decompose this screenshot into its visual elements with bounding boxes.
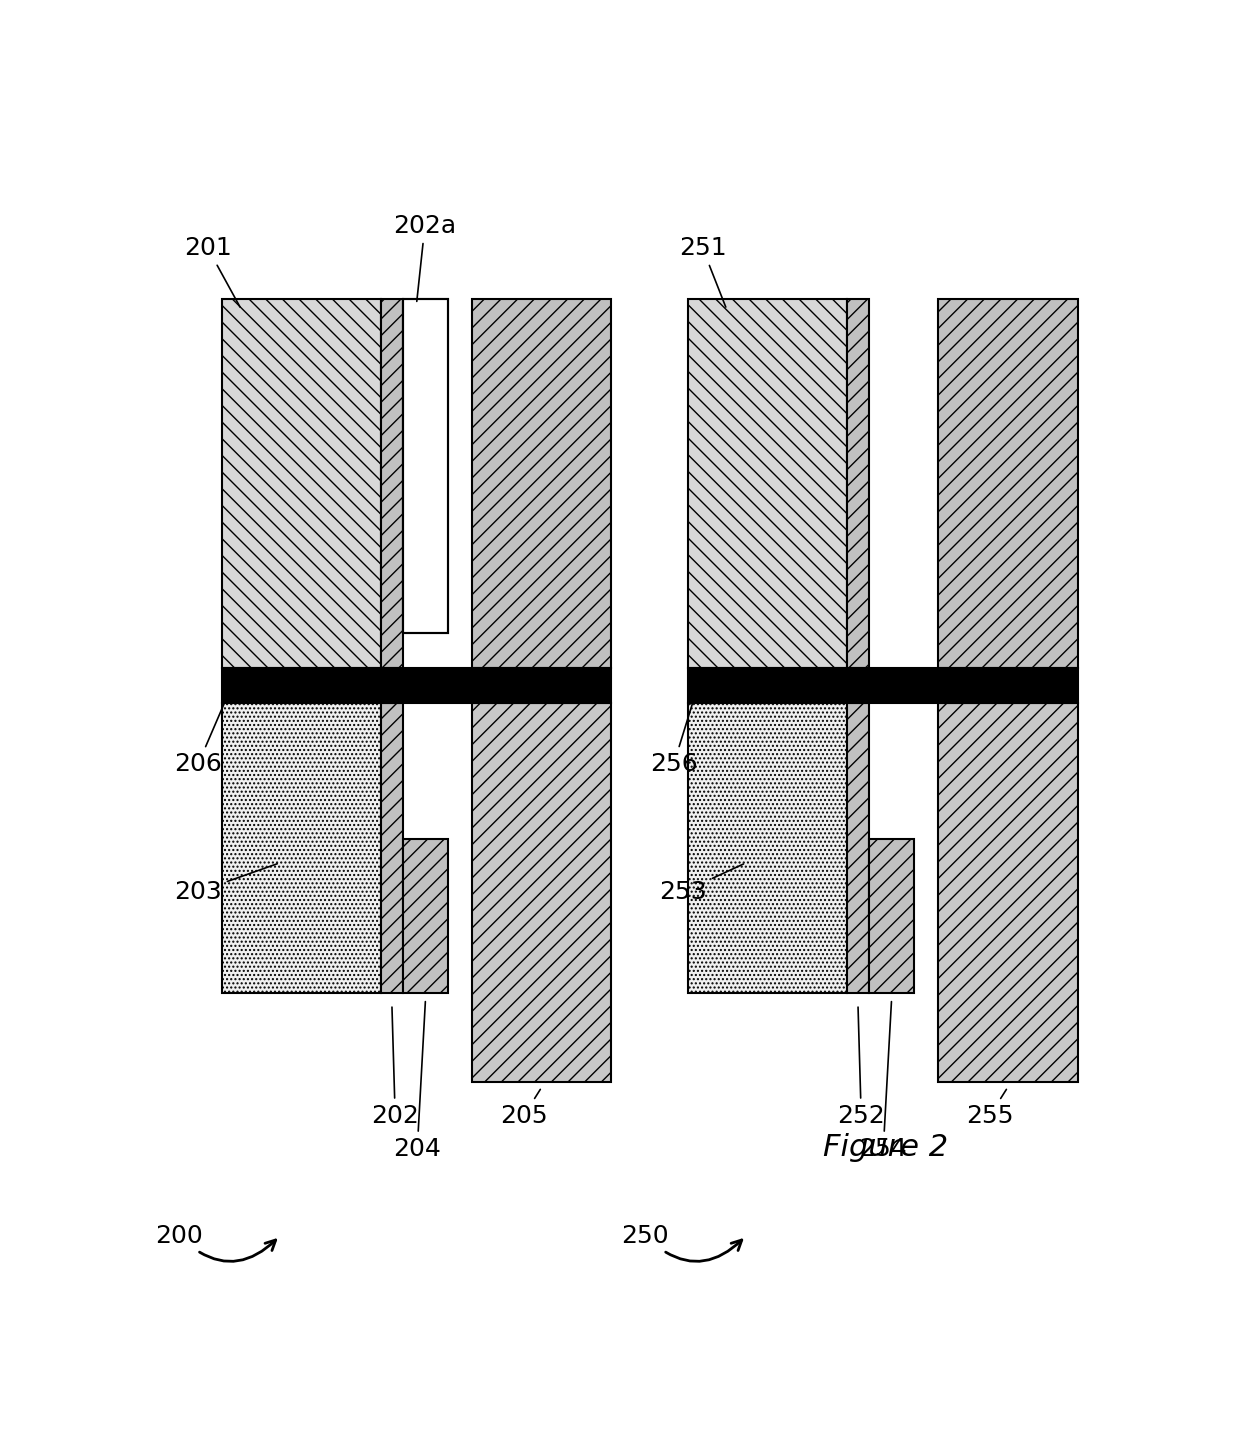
Text: 201: 201 xyxy=(184,236,241,308)
Text: 250: 250 xyxy=(621,1224,742,1262)
Bar xyxy=(472,299,611,667)
Text: 254: 254 xyxy=(859,1001,908,1161)
Bar xyxy=(688,703,847,994)
Bar xyxy=(688,299,847,667)
Text: 206: 206 xyxy=(174,689,231,776)
Bar xyxy=(403,299,448,633)
Bar xyxy=(939,299,1078,667)
Text: 200: 200 xyxy=(155,1224,275,1262)
Text: 253: 253 xyxy=(660,863,744,904)
Bar xyxy=(847,703,869,994)
Text: Figure 2: Figure 2 xyxy=(823,1133,947,1163)
Text: 251: 251 xyxy=(678,236,727,306)
Bar xyxy=(381,299,403,667)
Text: 203: 203 xyxy=(174,863,278,904)
Bar xyxy=(688,667,1078,703)
Text: 204: 204 xyxy=(393,1001,441,1161)
Bar xyxy=(222,667,611,703)
Bar xyxy=(472,703,611,1081)
Text: 255: 255 xyxy=(966,1090,1013,1127)
Text: 205: 205 xyxy=(500,1090,548,1127)
Bar xyxy=(403,839,448,994)
Bar xyxy=(847,299,869,667)
Bar xyxy=(222,703,381,994)
Bar xyxy=(222,299,381,667)
Text: 202: 202 xyxy=(371,1007,419,1127)
Text: 252: 252 xyxy=(837,1007,885,1127)
Bar xyxy=(939,703,1078,1081)
Bar xyxy=(381,703,403,994)
Text: 256: 256 xyxy=(650,689,698,776)
Text: 202a: 202a xyxy=(393,213,456,301)
Bar xyxy=(869,839,914,994)
Bar xyxy=(403,299,448,633)
